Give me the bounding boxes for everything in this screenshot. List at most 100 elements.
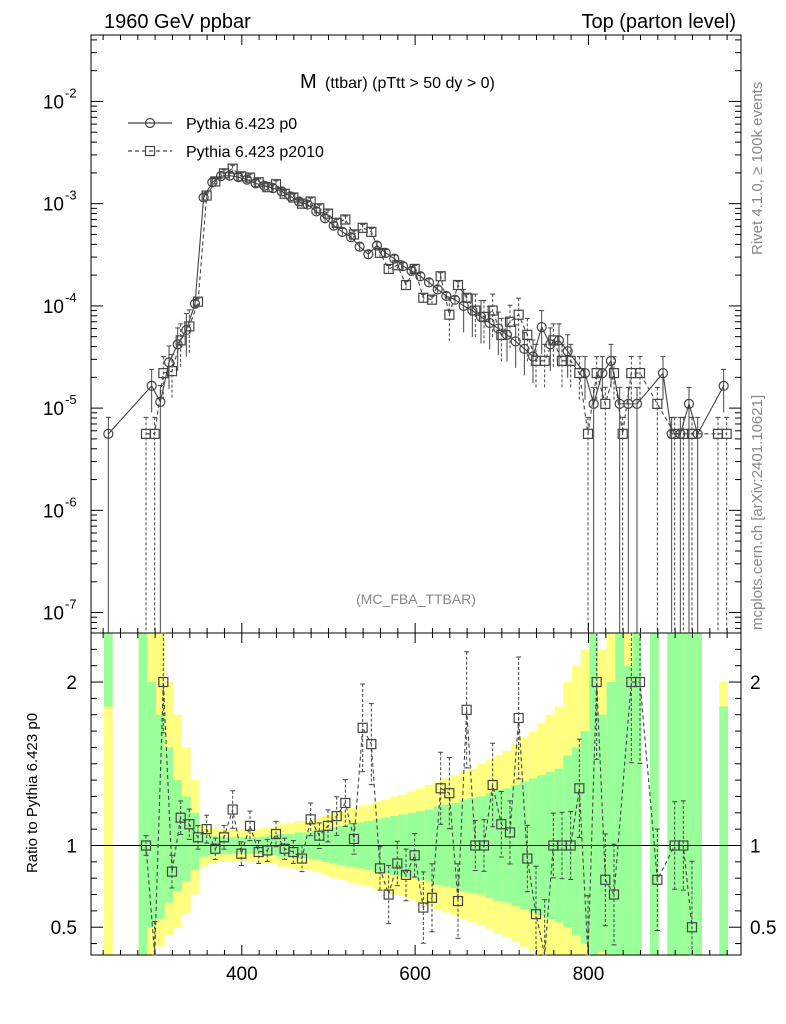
- data-point-p0: [588, 398, 599, 409]
- data-point-p0: [363, 249, 374, 260]
- chart-title-main: M: [300, 71, 317, 93]
- data-point-p2010: [192, 296, 204, 307]
- ratio-point: [218, 832, 230, 843]
- data-point-p0: [189, 298, 201, 309]
- ratio-tick-label-right: 0.5: [750, 918, 776, 939]
- legend-label-p0: Pythia 6.423 p0: [186, 116, 297, 133]
- ratio-point: [504, 827, 516, 838]
- data-point-p2010: [582, 428, 594, 439]
- data-point-p0: [207, 177, 218, 188]
- band-green: [632, 633, 642, 955]
- data-point-p0: [389, 253, 400, 264]
- data-point-p2010: [435, 271, 446, 282]
- data-point-p2010: [426, 294, 438, 305]
- ratio-point: [591, 676, 602, 688]
- data-point-p0: [605, 355, 617, 366]
- side-label-mcplots: mcplots.cern.ch [arXiv:2401.10621]: [749, 395, 766, 630]
- band-green: [667, 633, 676, 955]
- y-tick-label: 10: [43, 501, 64, 522]
- ratio-point: [686, 922, 698, 933]
- main-series: [103, 163, 732, 633]
- band-green: [598, 714, 607, 952]
- data-point-p0: [380, 247, 391, 258]
- ratio-point: [288, 846, 299, 858]
- data-point-p0: [631, 398, 643, 409]
- data-point-p2010: [652, 398, 663, 409]
- ratio-point: [522, 853, 533, 864]
- ratio-point: [452, 895, 464, 907]
- data-point-p2010: [400, 279, 412, 291]
- ratio-point: [166, 866, 178, 877]
- data-point-p0: [397, 261, 409, 272]
- ratio-point: [262, 845, 273, 856]
- data-point-p2010: [166, 366, 178, 377]
- x-tick-label: 400: [226, 964, 258, 985]
- y-tick-label: 10: [43, 92, 64, 113]
- ratio-point: [340, 797, 351, 809]
- band-yellow: [104, 633, 113, 955]
- data-point-p2010: [340, 214, 351, 225]
- ratio-point: [530, 909, 542, 920]
- data-point-p2010: [366, 226, 377, 237]
- ratio-point: [348, 833, 360, 845]
- ratio-point: [366, 739, 377, 750]
- data-point-p2010: [504, 316, 516, 327]
- band-green: [572, 747, 581, 936]
- y-tick-exponent: -2: [65, 85, 77, 100]
- data-point-p0: [198, 192, 209, 203]
- ratio-ylabel: Ratio to Pythia 6.423 p0: [24, 713, 41, 873]
- data-point-p0: [432, 284, 443, 295]
- y-tick-exponent: -5: [65, 392, 77, 407]
- data-point-p0: [345, 232, 357, 243]
- ratio-axes: [90, 632, 742, 956]
- ratio-series: [140, 632, 698, 956]
- ratio-point: [426, 892, 438, 903]
- band-green: [684, 633, 694, 955]
- ratio-tick-label-left: 0.5: [51, 918, 77, 939]
- data-point-p2010: [565, 355, 576, 366]
- series-line-p0: [107, 175, 725, 436]
- data-point-p2010: [608, 368, 620, 379]
- data-point-p2010: [487, 305, 498, 316]
- side-label-rivet: Rivet 4.1.0, ≥ 100k events: [749, 82, 766, 255]
- ratio-point: [600, 874, 611, 885]
- ratio-point: [236, 848, 247, 859]
- data-point-p2010: [348, 229, 360, 240]
- data-point-p2010: [686, 428, 698, 439]
- data-point-p2010: [201, 190, 212, 201]
- ratio-point: [331, 810, 342, 822]
- legend-label-p2010: Pythia 6.423 p2010: [186, 144, 324, 161]
- y-tick-label: 10: [43, 297, 64, 318]
- data-point-p2010: [634, 368, 646, 379]
- band-green: [589, 633, 598, 955]
- ratio-point: [496, 819, 507, 830]
- ratio-tick-label-left: 1: [66, 836, 77, 857]
- ratio-point: [305, 814, 316, 825]
- data-point-p2010: [513, 309, 524, 320]
- ratio-point: [322, 820, 334, 831]
- ratio-tick-label-right: 2: [750, 673, 761, 694]
- data-point-p2010: [149, 428, 160, 439]
- data-point-p0: [146, 380, 157, 391]
- data-point-p0: [449, 294, 461, 305]
- ratio-point: [210, 843, 221, 854]
- header-left: 1960 GeV ppbar: [104, 11, 251, 33]
- data-point-p0: [423, 277, 435, 288]
- y-tick-exponent: -7: [65, 597, 77, 612]
- data-point-p0: [579, 368, 591, 379]
- data-point-p0: [267, 182, 279, 194]
- band-green: [104, 633, 113, 707]
- ratio-point: [652, 874, 663, 885]
- band-green: [156, 714, 165, 920]
- ratio-point: [374, 863, 386, 874]
- data-point-p0: [519, 343, 530, 354]
- data-point-p0: [501, 329, 513, 341]
- ratio-point: [574, 783, 585, 794]
- ratio-point: [184, 819, 195, 830]
- data-point-p2010: [444, 309, 455, 320]
- ratio-point: [418, 902, 429, 913]
- ratio-point: [227, 804, 238, 815]
- data-point-p2010: [461, 292, 472, 303]
